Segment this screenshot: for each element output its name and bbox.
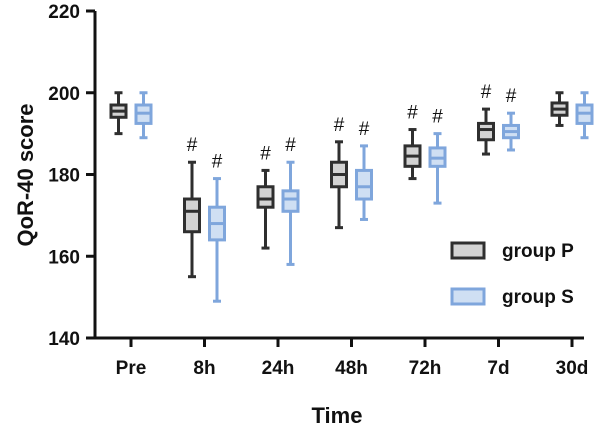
y-tick-label: 140 [48, 329, 80, 350]
box-group-p-48h [330, 140, 348, 230]
box-group-p-7d [477, 107, 495, 156]
box-group-s-30d [575, 91, 594, 140]
y-tick-label: 160 [48, 247, 80, 268]
y-axis-title: QoR-40 score [13, 103, 38, 246]
legend: group P group S [450, 241, 574, 308]
significance-mark: # [506, 86, 517, 107]
x-tick-label: Pre [116, 358, 147, 379]
x-tick-label: 24h [262, 358, 295, 379]
y-tick-label: 180 [48, 166, 80, 187]
box-group-s-pre [134, 91, 153, 140]
significance-mark: # [432, 107, 443, 128]
boxes [109, 91, 594, 303]
significance-mark: # [407, 103, 418, 124]
significance-mark: # [285, 135, 296, 156]
legend-swatch-group-p [450, 241, 486, 260]
x-tick-label: 30d [556, 358, 589, 379]
significance-mark: # [359, 119, 370, 140]
iqr-box [183, 197, 201, 234]
axes: 140 160 180 200 220 Pre 8h 24h 48h 72h 7d 30d [48, 2, 588, 379]
significance-mark: # [260, 143, 271, 164]
significance-mark: # [212, 152, 223, 173]
y-tick-label: 200 [48, 84, 80, 105]
x-tick-label: 72h [409, 358, 442, 379]
x-tick-label: 48h [335, 358, 368, 379]
significance-mark: # [481, 82, 492, 103]
box-group-p-30d [550, 91, 569, 127]
legend-label-group-s: group S [502, 287, 574, 308]
x-ticks: Pre 8h 24h 48h 72h 7d 30d [116, 338, 589, 379]
iqr-box [256, 185, 275, 209]
x-tick-label: 7d [487, 358, 509, 379]
box-group-p-8h [183, 160, 201, 279]
box-group-s-48h [355, 144, 373, 221]
x-axis-title: Time [312, 403, 363, 428]
box-group-p-24h [256, 168, 275, 250]
legend-label-group-p: group P [502, 241, 574, 262]
x-tick-label: 8h [193, 358, 215, 379]
iqr-box [477, 121, 495, 142]
box-group-s-7d [502, 111, 520, 152]
box-group-p-72h [403, 128, 422, 181]
significance-marks: # # # # # # # # # # [187, 82, 517, 172]
box-group-s-24h [281, 160, 300, 266]
legend-swatch-group-s [450, 287, 486, 306]
y-tick-label: 220 [48, 2, 80, 23]
significance-mark: # [187, 135, 198, 156]
significance-mark: # [334, 115, 345, 136]
iqr-box [355, 168, 373, 201]
box-group-p-pre [109, 91, 128, 136]
y-ticks: 140 160 180 200 220 [48, 2, 95, 350]
iqr-box [281, 189, 300, 213]
box-group-s-72h [428, 132, 447, 205]
box-group-s-8h [208, 177, 226, 303]
